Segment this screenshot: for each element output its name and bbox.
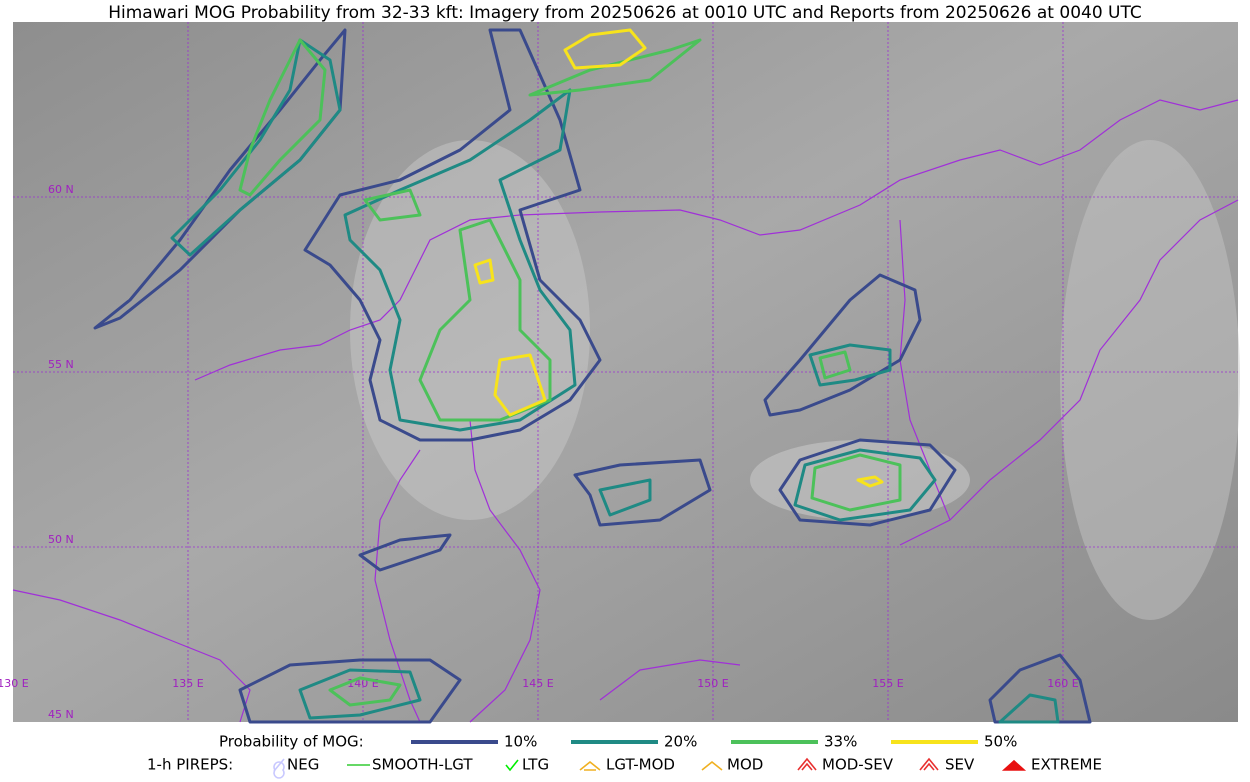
pirep-symbol <box>919 757 939 771</box>
coastline <box>599 659 741 701</box>
coastlines <box>12 99 1239 723</box>
pirep-symbol <box>797 757 817 771</box>
pirep-label: LTG <box>522 756 549 774</box>
coastline <box>12 589 251 723</box>
cloud <box>1060 140 1240 620</box>
contour-33 <box>328 676 402 707</box>
coastline <box>469 419 541 723</box>
legend-title: 1-h PIREPS: <box>147 756 233 774</box>
contour-10 <box>573 273 957 527</box>
contour-50 <box>856 475 884 488</box>
lat-label: 55 N <box>48 358 74 371</box>
contour-10 <box>303 28 602 442</box>
lat-label: 60 N <box>48 183 74 196</box>
contour-33 <box>810 350 902 512</box>
legend-label: 10% <box>504 733 537 751</box>
lon-label: 145 E <box>522 677 553 690</box>
legend-label: 33% <box>824 733 857 751</box>
lon-label: 150 E <box>697 677 728 690</box>
pirep-symbol <box>505 759 519 772</box>
pirep-symbol <box>1001 759 1027 771</box>
lat-label: 45 N <box>48 708 74 721</box>
contour-33 <box>238 38 327 197</box>
contours <box>93 28 1092 724</box>
lon-label: 135 E <box>172 677 203 690</box>
legend-title: Probability of MOG: <box>219 733 364 751</box>
contour-20 <box>170 38 342 257</box>
pirep-label: SMOOTH-LGT <box>372 756 473 774</box>
contour-10 <box>93 28 347 330</box>
lon-label: 155 E <box>872 677 903 690</box>
pirep-symbol <box>701 760 723 771</box>
pirep-symbol <box>273 758 285 779</box>
pirep-label: EXTREME <box>1031 756 1102 774</box>
coastline <box>374 449 421 723</box>
title: Himawari MOG Probability from 32-33 kft:… <box>108 3 1142 23</box>
contour-50 <box>473 28 647 417</box>
pirep-label: NEG <box>287 756 319 774</box>
coastline <box>194 99 1239 381</box>
pirep-symbol <box>579 760 601 771</box>
contour-20 <box>343 88 577 432</box>
pirep-label: MOD-SEV <box>822 756 894 774</box>
contour-20 <box>598 343 937 522</box>
pirep-label: MOD <box>727 756 763 774</box>
pirep-label: LGT-MOD <box>606 756 675 774</box>
lon-label: 160 E <box>1047 677 1078 690</box>
pirep-label: SEV <box>945 756 975 774</box>
lon-label: 130 E <box>0 677 29 690</box>
lat-label: 50 N <box>48 533 74 546</box>
contour-10 <box>238 533 1092 724</box>
legend-label: 20% <box>664 733 697 751</box>
legend: Probability of MOG: 10% 20% 33% 50% 1-h PIREP… <box>147 733 1102 779</box>
coastline <box>899 199 1239 546</box>
contour-20 <box>298 668 1060 724</box>
legend-label: 50% <box>984 733 1017 751</box>
